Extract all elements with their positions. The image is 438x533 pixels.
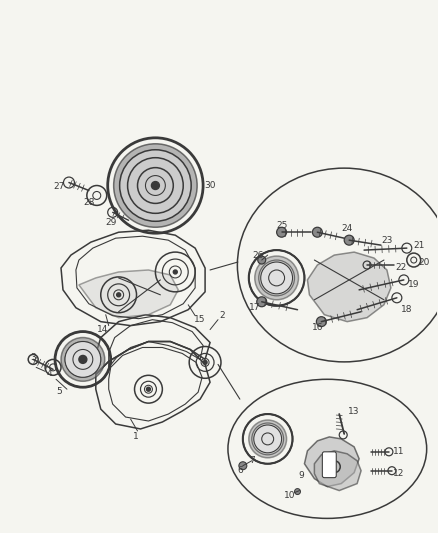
Circle shape (258, 256, 266, 264)
Text: 17: 17 (249, 303, 261, 312)
Circle shape (239, 462, 247, 470)
Text: 22: 22 (395, 263, 406, 272)
Circle shape (261, 262, 293, 294)
Circle shape (266, 437, 270, 441)
Circle shape (316, 317, 326, 327)
Circle shape (79, 356, 87, 364)
Polygon shape (314, 451, 361, 490)
Circle shape (146, 387, 150, 391)
FancyBboxPatch shape (322, 452, 336, 478)
Text: 7: 7 (249, 456, 254, 465)
Text: 20: 20 (418, 257, 429, 266)
Circle shape (255, 256, 298, 300)
Circle shape (65, 342, 101, 377)
Circle shape (114, 144, 197, 227)
Text: 18: 18 (401, 305, 413, 314)
Text: 11: 11 (393, 447, 405, 456)
Text: 4: 4 (46, 369, 52, 378)
Text: 16: 16 (311, 323, 323, 332)
Circle shape (61, 337, 105, 381)
Circle shape (294, 489, 300, 495)
Text: 14: 14 (97, 325, 109, 334)
Circle shape (312, 227, 322, 237)
Text: 1: 1 (133, 432, 138, 441)
Circle shape (203, 360, 207, 365)
Polygon shape (304, 437, 359, 487)
Circle shape (254, 425, 282, 453)
Text: 9: 9 (299, 471, 304, 480)
Circle shape (249, 420, 286, 458)
Text: 10: 10 (284, 491, 295, 500)
Text: 3: 3 (30, 353, 36, 362)
Text: 13: 13 (348, 407, 360, 416)
Circle shape (173, 270, 177, 274)
Polygon shape (79, 270, 178, 318)
Text: 30: 30 (204, 181, 216, 190)
Text: 5: 5 (56, 387, 62, 395)
Text: 29: 29 (105, 218, 117, 227)
Text: 26: 26 (252, 251, 263, 260)
Circle shape (120, 150, 191, 221)
Circle shape (344, 235, 354, 245)
Text: 24: 24 (342, 224, 353, 233)
Text: 2: 2 (219, 311, 225, 320)
Text: 27: 27 (53, 182, 65, 191)
Polygon shape (307, 252, 391, 321)
Text: 25: 25 (276, 221, 287, 230)
Text: 12: 12 (393, 469, 405, 478)
Circle shape (275, 276, 279, 280)
Text: 6: 6 (237, 466, 243, 475)
Circle shape (81, 358, 85, 361)
Circle shape (257, 297, 267, 307)
Circle shape (117, 293, 120, 297)
Text: 21: 21 (413, 240, 424, 249)
Text: 15: 15 (194, 315, 206, 324)
Text: 23: 23 (381, 236, 392, 245)
Circle shape (277, 227, 286, 237)
Circle shape (152, 182, 159, 190)
Text: 28: 28 (83, 198, 95, 207)
Text: 19: 19 (408, 280, 420, 289)
